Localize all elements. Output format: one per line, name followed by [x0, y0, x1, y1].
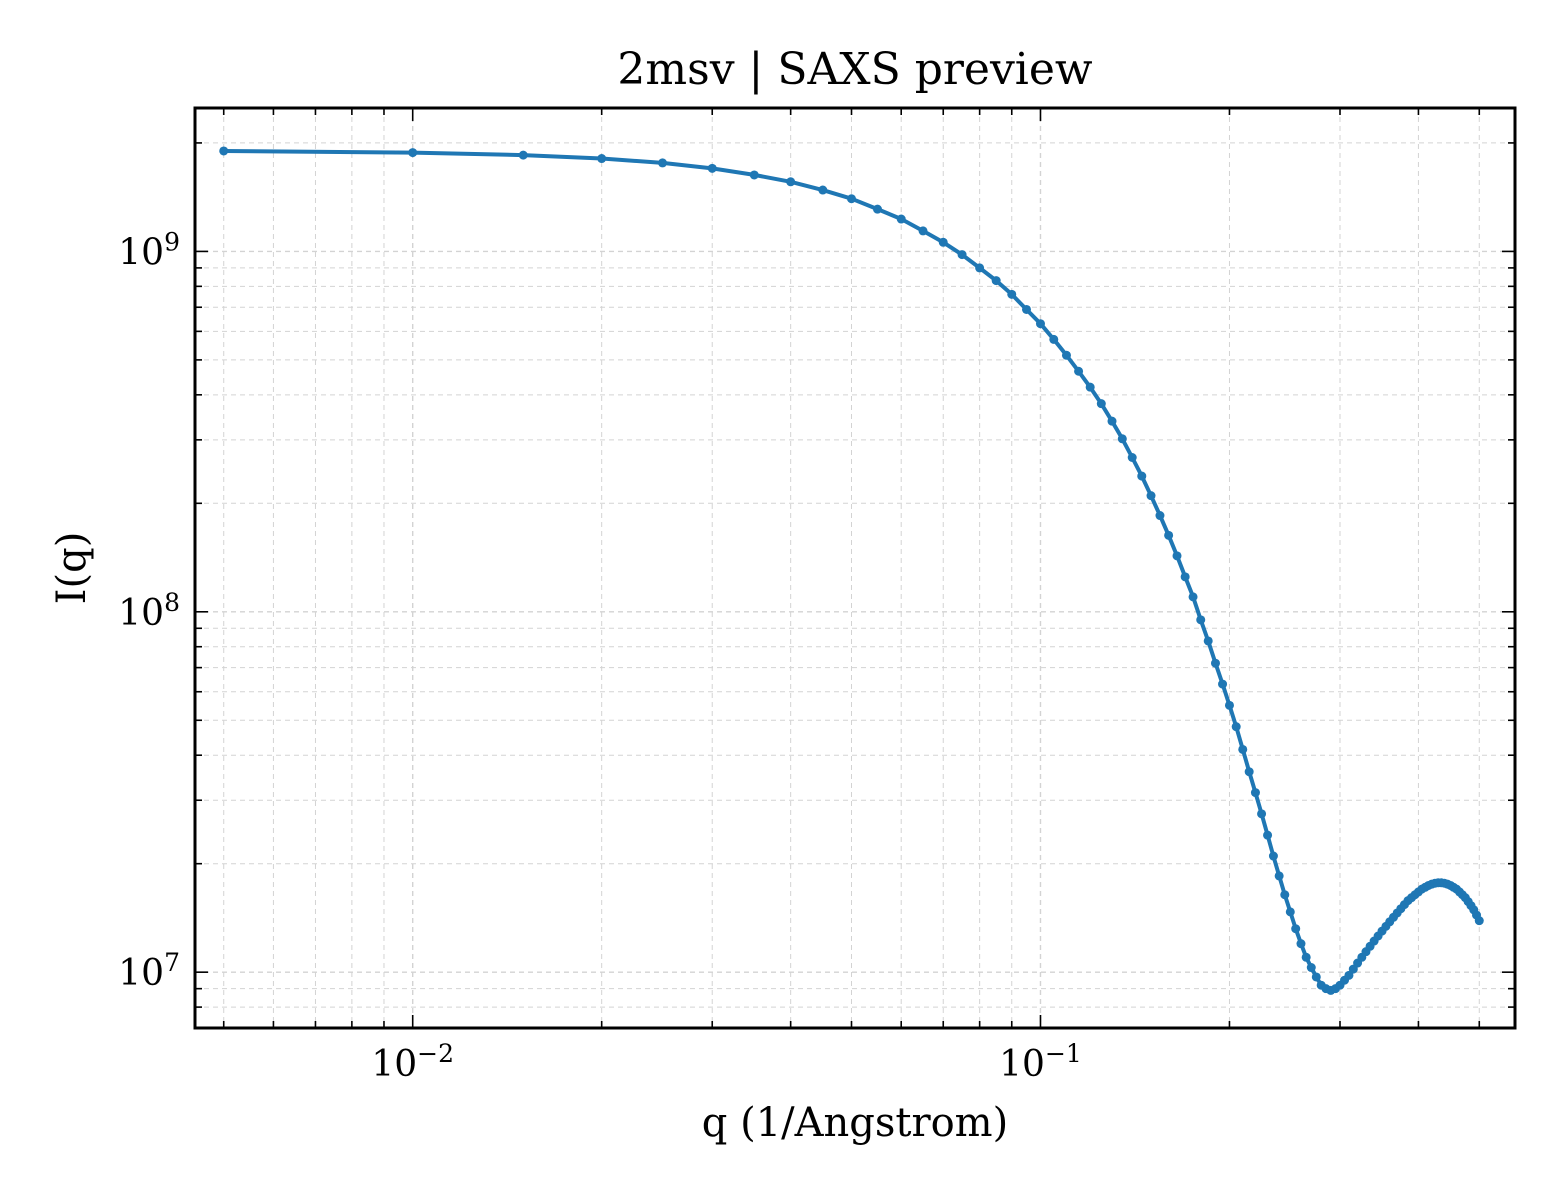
plot-frame — [193, 106, 1517, 1030]
data-point — [658, 158, 668, 168]
data-point — [818, 185, 828, 195]
data-point — [1231, 722, 1241, 732]
data-point — [1306, 963, 1316, 973]
y-tick-label: 107 — [118, 948, 180, 994]
data-point — [938, 237, 948, 247]
data-point — [1244, 767, 1254, 777]
y-tick-label: 109 — [118, 227, 180, 273]
data-point — [219, 146, 229, 156]
series-layer — [219, 146, 1484, 995]
data-point — [1074, 366, 1084, 376]
data-point — [918, 226, 928, 236]
data-point — [1274, 871, 1284, 881]
data-point — [1049, 334, 1059, 344]
data-point — [1021, 304, 1031, 314]
data-point — [1007, 289, 1017, 299]
data-point — [749, 170, 759, 180]
data-point — [1280, 890, 1290, 900]
x-axis-label: q (1/Angstrom) — [702, 1100, 1008, 1146]
chart-title: 2msv | SAXS preview — [617, 44, 1093, 95]
x-tick-label: 10−1 — [999, 1039, 1082, 1085]
data-point — [1296, 939, 1306, 949]
data-point — [786, 177, 796, 187]
data-point — [1117, 434, 1127, 444]
data-point — [1127, 453, 1137, 463]
data-point — [1164, 530, 1174, 540]
y-tick-label: 108 — [118, 588, 180, 634]
data-point — [1137, 471, 1147, 481]
data-point — [847, 194, 857, 204]
data-point — [1196, 615, 1206, 625]
data-point — [408, 148, 418, 158]
data-point — [1172, 551, 1182, 561]
data-point — [991, 276, 1001, 286]
data-point — [1268, 851, 1278, 861]
data-point — [896, 214, 906, 224]
x-tick-label: 10−2 — [371, 1039, 454, 1085]
data-point — [1146, 491, 1156, 501]
axis-ticks: 10−2 10−1 107 108 109 — [118, 108, 1515, 1085]
data-point — [1291, 924, 1301, 934]
data-point — [957, 250, 967, 260]
data-point — [707, 163, 717, 173]
data-point — [518, 150, 528, 160]
data-point — [1301, 952, 1311, 962]
data-point — [1155, 511, 1165, 521]
data-point — [1188, 592, 1198, 602]
data-point — [1263, 830, 1273, 840]
data-point — [1474, 916, 1484, 926]
data-point — [1180, 572, 1190, 582]
data-point — [1224, 700, 1234, 710]
data-point — [1203, 636, 1213, 646]
data-point — [1107, 416, 1117, 426]
data-point — [1238, 744, 1248, 754]
data-point — [1085, 382, 1095, 392]
y-axis-label: I(q) — [49, 532, 95, 605]
data-point — [1210, 658, 1220, 668]
data-point — [1061, 350, 1071, 360]
data-point — [1257, 809, 1267, 819]
data-point — [1035, 319, 1045, 329]
data-point — [1311, 972, 1321, 982]
data-point — [597, 154, 607, 164]
data-point — [1285, 907, 1295, 917]
data-point — [975, 263, 985, 273]
data-point — [872, 204, 882, 214]
data-point — [1218, 679, 1228, 689]
data-point — [1344, 970, 1354, 980]
data-point — [1250, 788, 1260, 798]
data-point — [1096, 399, 1106, 409]
